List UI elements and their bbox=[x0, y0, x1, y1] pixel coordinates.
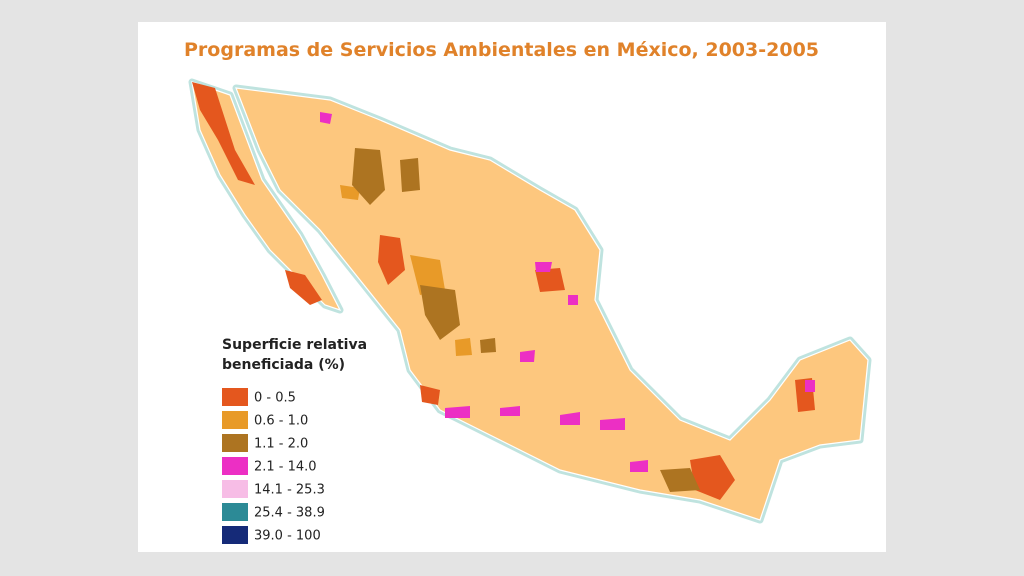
legend-swatch bbox=[222, 388, 248, 406]
map: Programas de Servicios Ambientales en Mé… bbox=[184, 39, 872, 544]
legend-title: beneficiada (%) bbox=[222, 357, 345, 373]
legend-label: 2.1 - 14.0 bbox=[254, 460, 317, 475]
map-title: Programas de Servicios Ambientales en Mé… bbox=[184, 39, 819, 61]
legend-label: 0 - 0.5 bbox=[254, 391, 296, 406]
legend-label: 14.1 - 25.3 bbox=[254, 483, 325, 498]
region bbox=[420, 285, 460, 340]
region bbox=[568, 295, 578, 305]
region bbox=[320, 112, 332, 124]
region bbox=[420, 385, 440, 405]
legend-swatch bbox=[222, 503, 248, 521]
legend-swatch bbox=[222, 434, 248, 452]
region bbox=[500, 406, 520, 416]
legend-swatch bbox=[222, 411, 248, 429]
region bbox=[535, 268, 565, 292]
legend-swatch bbox=[222, 457, 248, 475]
legend-label: 25.4 - 38.9 bbox=[254, 506, 325, 521]
territory bbox=[191, 81, 869, 521]
slide: Programas de Servicios Ambientales en Mé… bbox=[138, 22, 886, 552]
region bbox=[285, 270, 322, 305]
region bbox=[520, 350, 535, 362]
mainland bbox=[235, 87, 869, 521]
region bbox=[410, 255, 445, 295]
legend-swatch bbox=[222, 480, 248, 498]
legend: 0 - 0.5 0.6 - 1.0 1.1 - 2.0 2.1 - 14.0 14.1 … bbox=[222, 388, 325, 544]
legend-label: 39.0 - 100 bbox=[254, 529, 321, 544]
region bbox=[535, 262, 552, 272]
region bbox=[400, 158, 420, 192]
region bbox=[455, 338, 472, 356]
region bbox=[378, 235, 405, 285]
region bbox=[480, 338, 496, 353]
legend-title: Superficie relativa bbox=[222, 337, 367, 353]
regions bbox=[192, 82, 815, 500]
legend-swatch bbox=[222, 526, 248, 544]
legend-label: 0.6 - 1.0 bbox=[254, 414, 308, 429]
legend-label: 1.1 - 2.0 bbox=[254, 437, 308, 452]
region bbox=[600, 418, 625, 430]
region bbox=[340, 185, 360, 200]
region bbox=[805, 380, 815, 392]
region bbox=[192, 82, 255, 185]
region bbox=[445, 406, 470, 418]
region bbox=[560, 412, 580, 425]
region bbox=[660, 468, 700, 492]
region bbox=[352, 148, 385, 205]
region bbox=[690, 455, 735, 500]
region bbox=[630, 460, 648, 472]
